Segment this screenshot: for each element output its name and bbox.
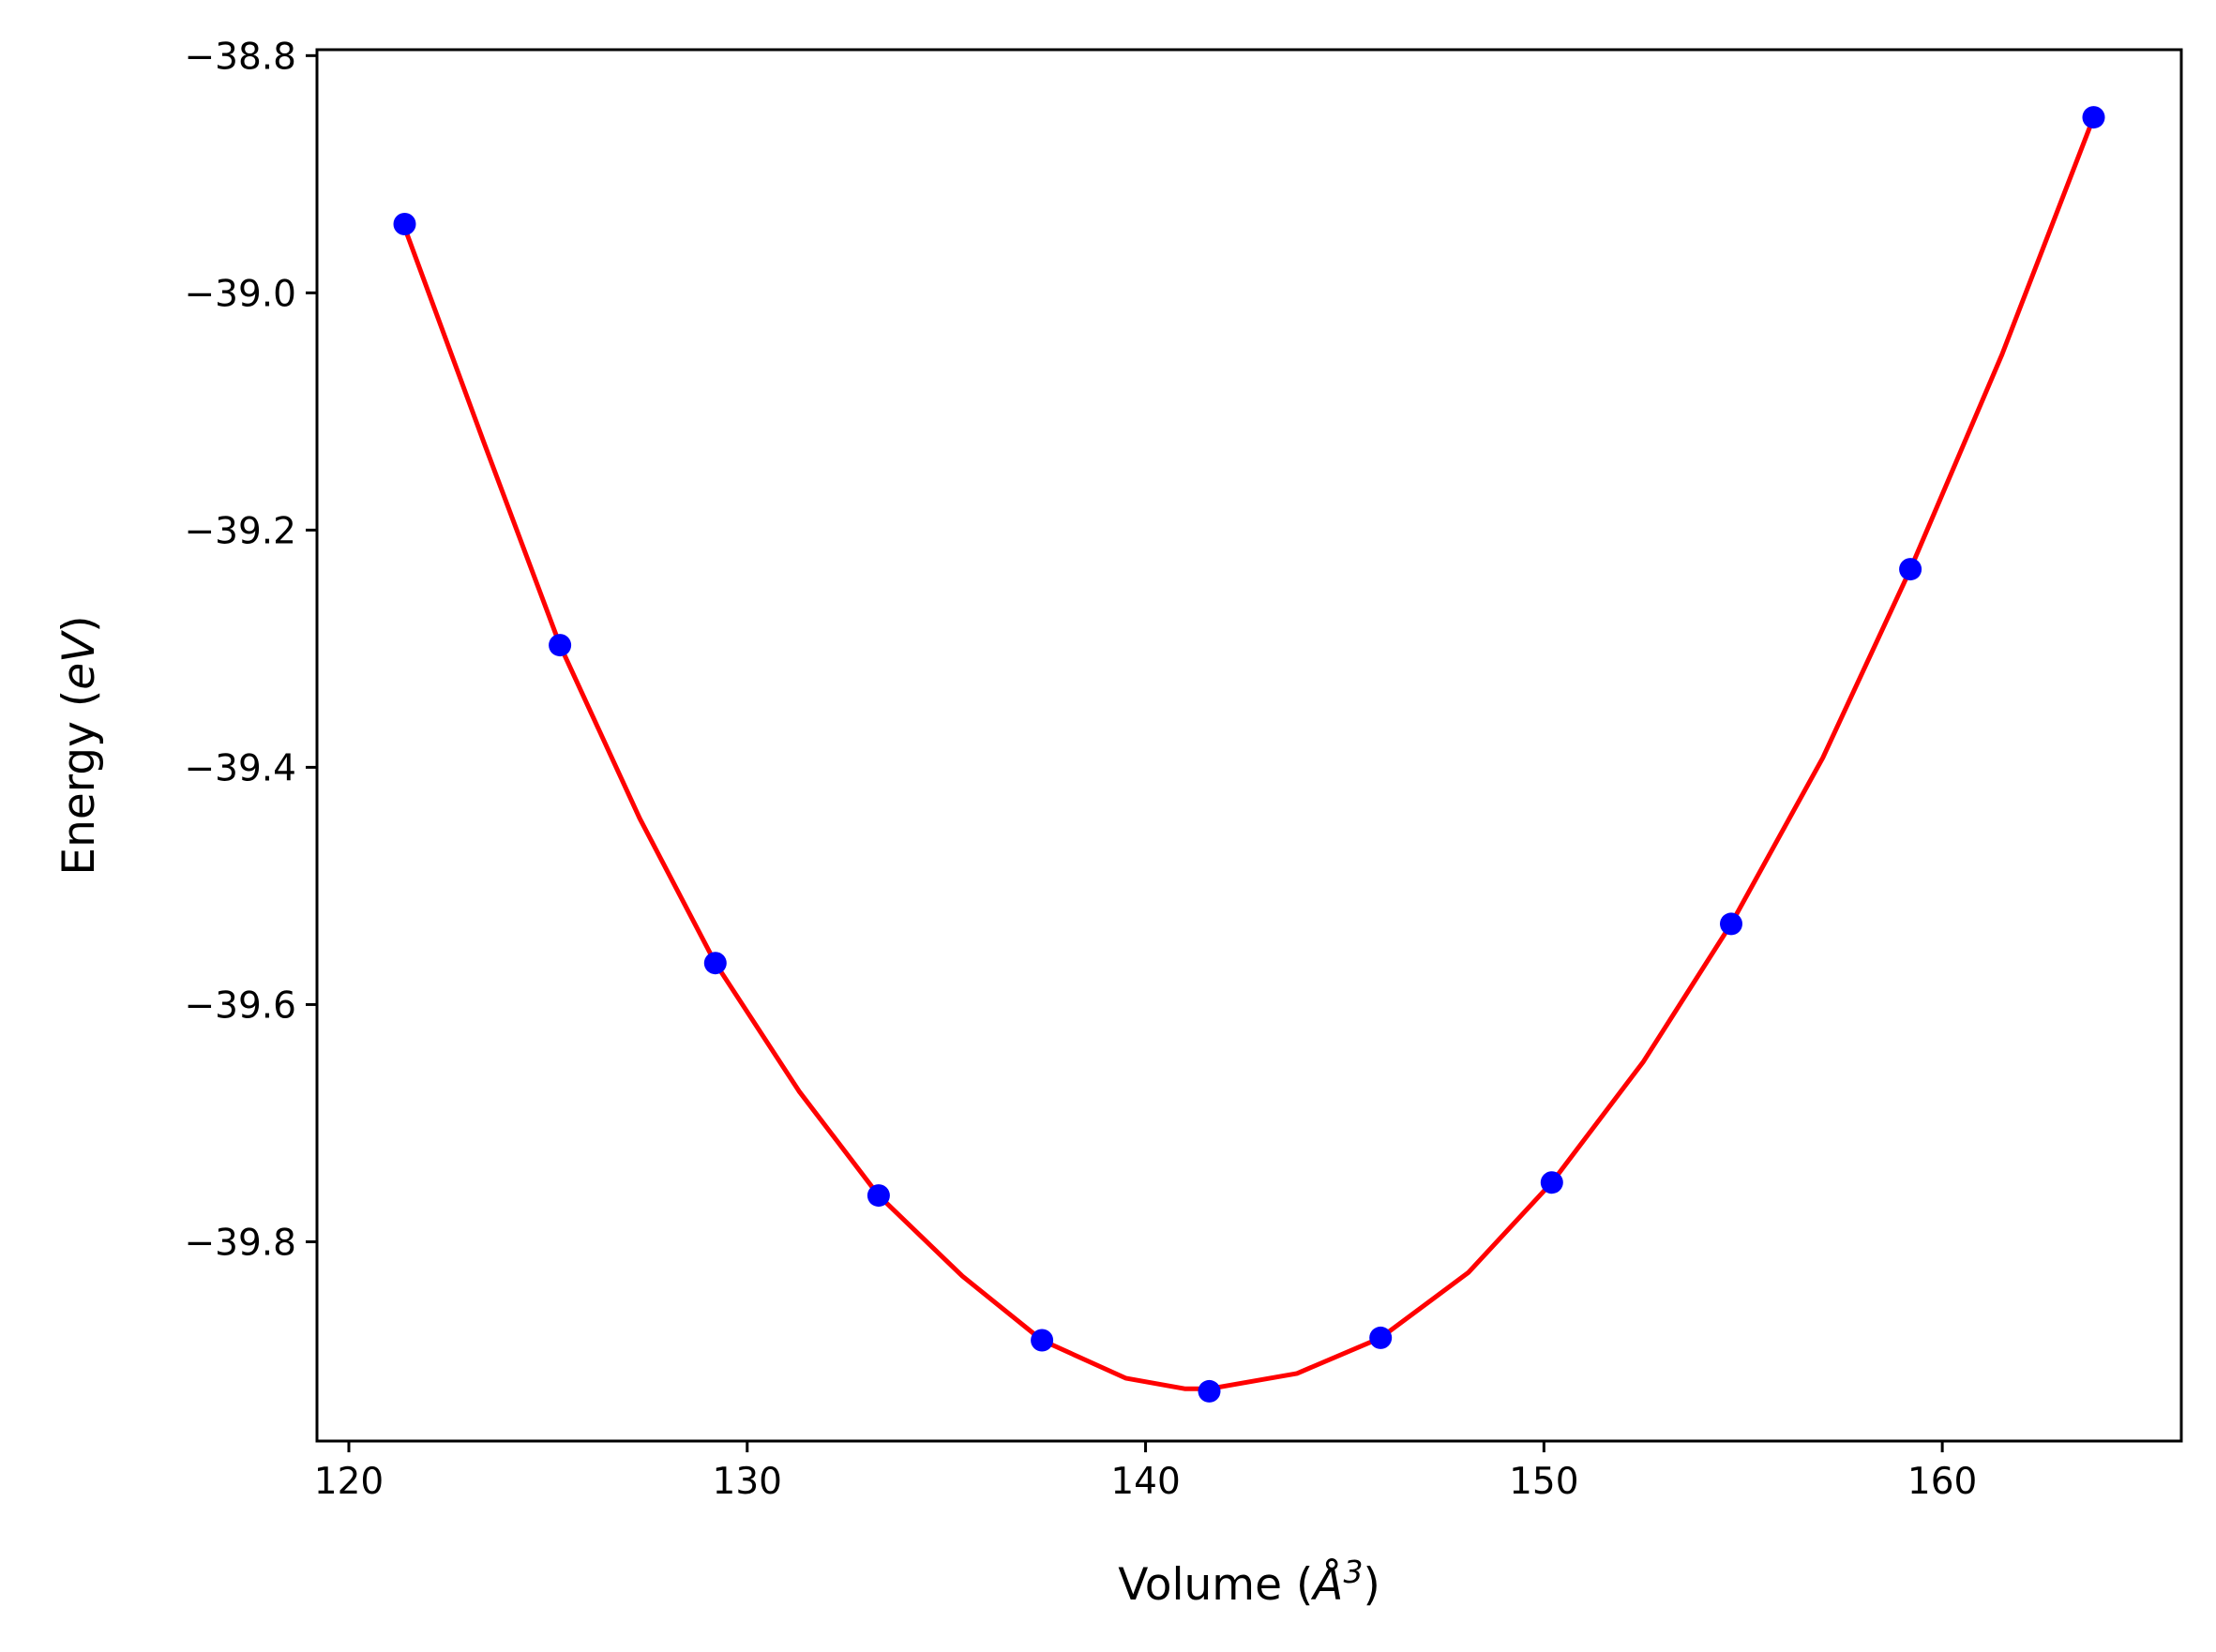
- data-point-1: [393, 213, 416, 235]
- x-tick-label-140: 140: [1110, 1461, 1180, 1503]
- data-point-3: [703, 952, 727, 975]
- y-axis-label-suffix: ): [53, 615, 105, 632]
- axes-frame: [315, 48, 2183, 1443]
- y-axis-label-prefix: Energy (: [53, 690, 105, 876]
- data-point-11: [2082, 106, 2105, 129]
- y-axis-label-unit: eV: [53, 630, 105, 690]
- x-tick-label-120: 120: [314, 1461, 384, 1503]
- ticks-layer: 120 130 140 150 160 −38.8 −39.0 −39.2 −39.4 −39.6…: [184, 36, 1977, 1503]
- data-point-7: [1369, 1326, 1393, 1349]
- data-point-10: [1899, 558, 1922, 581]
- x-axis-label-exponent: 3: [1343, 1554, 1363, 1590]
- y-tick-label-4: −39.6: [184, 984, 296, 1027]
- y-tick-label-2: −39.2: [184, 510, 296, 552]
- fit-curve: [402, 114, 2096, 1391]
- y-axis-label: Energy (eV): [53, 615, 105, 875]
- x-axis-label-prefix: Volume (: [1118, 1559, 1313, 1611]
- y-tick-label-5: −39.8: [184, 1222, 296, 1264]
- x-axis-label-symbol: Å: [1310, 1559, 1343, 1611]
- data-point-4: [867, 1184, 890, 1208]
- data-point-6: [1198, 1379, 1221, 1403]
- x-axis-label-suffix: ): [1363, 1559, 1379, 1611]
- data-point-5: [1031, 1329, 1054, 1352]
- x-axis-label: Volume (Å3): [1118, 1554, 1380, 1611]
- y-tick-label-0: −38.8: [184, 36, 296, 78]
- data-point-9: [1720, 912, 1742, 936]
- data-point-8: [1540, 1171, 1563, 1194]
- x-tick-label-130: 130: [713, 1461, 782, 1503]
- data-point-2: [549, 634, 572, 657]
- y-tick-label-3: −39.4: [184, 747, 296, 789]
- x-tick-label-150: 150: [1509, 1461, 1578, 1503]
- y-tick-label-1: −39.0: [184, 273, 296, 315]
- x-tick-label-160: 160: [1907, 1461, 1977, 1503]
- series-layer: [393, 106, 2105, 1403]
